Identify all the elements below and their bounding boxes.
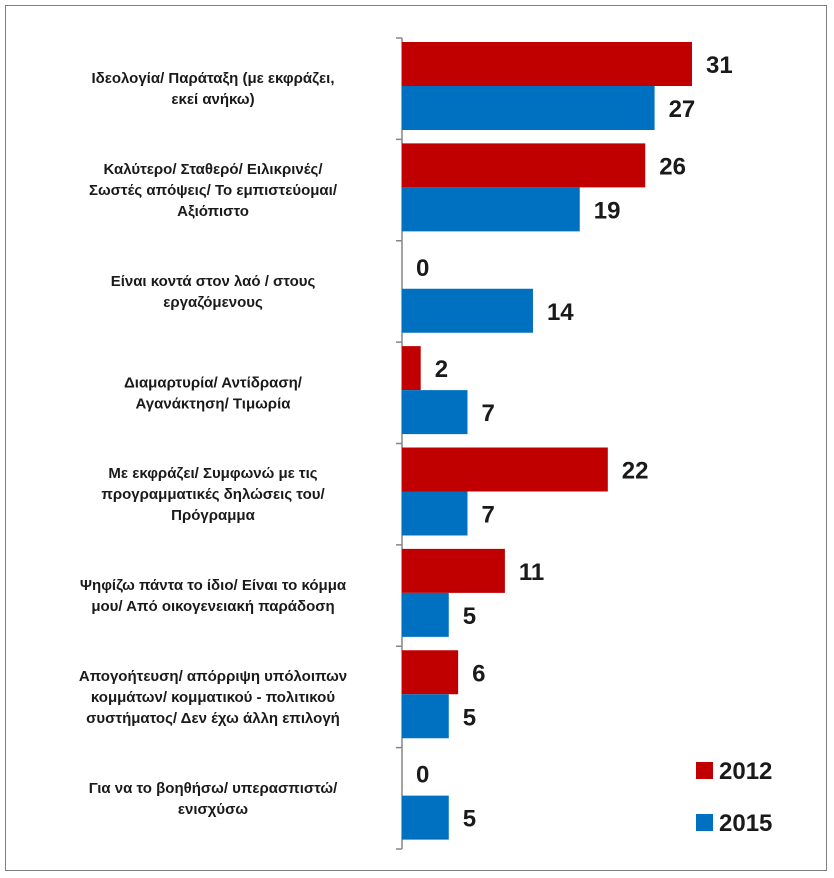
data-label-2015: 5 bbox=[463, 704, 476, 731]
category-label: Για να το βοηθήσω/ υπερασπιστώ/ενισχύσω bbox=[89, 780, 338, 818]
bar-2012 bbox=[402, 346, 421, 391]
data-label-2015: 5 bbox=[463, 806, 476, 833]
category-label-line: Ψηφίζω πάντα το ίδιο/ Είναι το κόμμα bbox=[80, 577, 347, 594]
bar-2015 bbox=[402, 592, 449, 637]
category-label: Καλύτερο/ Σταθερό/ Ειλικρινές/Σωστές από… bbox=[89, 161, 338, 220]
data-label-2012: 26 bbox=[659, 153, 686, 180]
bar-2015 bbox=[402, 187, 580, 232]
category-label-line: Για να το βοηθήσω/ υπερασπιστώ/ bbox=[89, 780, 338, 797]
data-label-2015: 27 bbox=[669, 96, 696, 123]
category-label: Απογοήτευση/ απόρριψη υπόλοιπων κομμάτων/… bbox=[79, 668, 347, 727]
category-label-line: προγραμματικές δηλώσεις του/ bbox=[101, 486, 325, 503]
category-label-line: Αξιόπιστο bbox=[177, 203, 249, 220]
category-label-line: μου/ Από οικογενειακή παράδοση bbox=[91, 598, 334, 615]
category-label: Είναι κοντά στον λαό / στους εργαζόμενους bbox=[111, 273, 316, 311]
category-label: Ιδεολογία/ Παράταξη (με εκφράζει, εκεί αν… bbox=[91, 70, 334, 108]
legend-swatch-2012 bbox=[696, 762, 713, 779]
bar-2012 bbox=[402, 143, 646, 188]
category-label-line: Με εκφράζει/ Συμφωνώ με τις bbox=[108, 465, 317, 482]
legend-swatch-2015 bbox=[696, 814, 713, 831]
bar-2015 bbox=[402, 795, 449, 840]
bar-2012 bbox=[402, 447, 608, 492]
bar-2015 bbox=[402, 390, 468, 435]
category-label-line: συστήματος/ Δεν έχω άλλη επιλογή bbox=[86, 710, 340, 727]
category-label-line: ενισχύσω bbox=[178, 801, 249, 818]
data-label-2015: 19 bbox=[594, 197, 621, 224]
category-label-line: κομμάτων/ κομματικού - πολιτικού bbox=[91, 689, 335, 706]
data-label-2015: 7 bbox=[481, 400, 494, 427]
data-label-2012: 22 bbox=[622, 458, 649, 485]
data-label-2012: 6 bbox=[472, 660, 485, 687]
category-label: Διαμαρτυρία/ Αντίδραση/Αγανάκτηση/ Τιμωρ… bbox=[124, 374, 303, 412]
category-label-line: Διαμαρτυρία/ Αντίδραση/ bbox=[124, 374, 303, 391]
data-label-2012: 2 bbox=[435, 356, 448, 383]
category-label-line: εργαζόμενους bbox=[163, 294, 263, 311]
category-label: Με εκφράζει/ Συμφωνώ με τις προγραμματικέ… bbox=[101, 465, 325, 524]
legend-label-2012: 2012 bbox=[719, 758, 772, 785]
bar-2012 bbox=[402, 42, 692, 86]
legend-label-2015: 2015 bbox=[719, 810, 772, 837]
category-label-line: Είναι κοντά στον λαό / στους bbox=[111, 273, 316, 290]
data-label-2015: 7 bbox=[481, 502, 494, 529]
category-label: Ψηφίζω πάντα το ίδιο/ Είναι το κόμμα μου/… bbox=[80, 577, 347, 615]
bar-2012 bbox=[402, 548, 505, 593]
bar-2015 bbox=[402, 491, 468, 536]
category-label-line: Ιδεολογία/ Παράταξη (με εκφράζει, bbox=[91, 70, 334, 87]
bar-2015 bbox=[402, 288, 533, 333]
bar-2012 bbox=[402, 650, 459, 695]
category-label-line: Απογοήτευση/ απόρριψη υπόλοιπων bbox=[79, 668, 347, 685]
data-label-2015: 14 bbox=[547, 299, 574, 326]
category-label-line: εκεί ανήκω) bbox=[171, 91, 254, 108]
data-label-2012: 0 bbox=[416, 762, 429, 789]
category-label-line: Αγανάκτηση/ Τιμωρία bbox=[136, 395, 292, 412]
category-label-line: Καλύτερο/ Σταθερό/ Ειλικρινές/ bbox=[104, 161, 324, 178]
bar-2015 bbox=[402, 694, 449, 739]
data-label-2012: 0 bbox=[416, 255, 429, 282]
category-label-line: Πρόγραμμα bbox=[171, 507, 255, 524]
category-label-line: Σωστές απόψεις/ Το εμπιστεύομαι/ bbox=[89, 182, 338, 199]
data-label-2015: 5 bbox=[463, 603, 476, 630]
data-label-2012: 11 bbox=[519, 559, 544, 586]
bar-2015 bbox=[402, 86, 655, 130]
data-label-2012: 31 bbox=[706, 52, 733, 79]
